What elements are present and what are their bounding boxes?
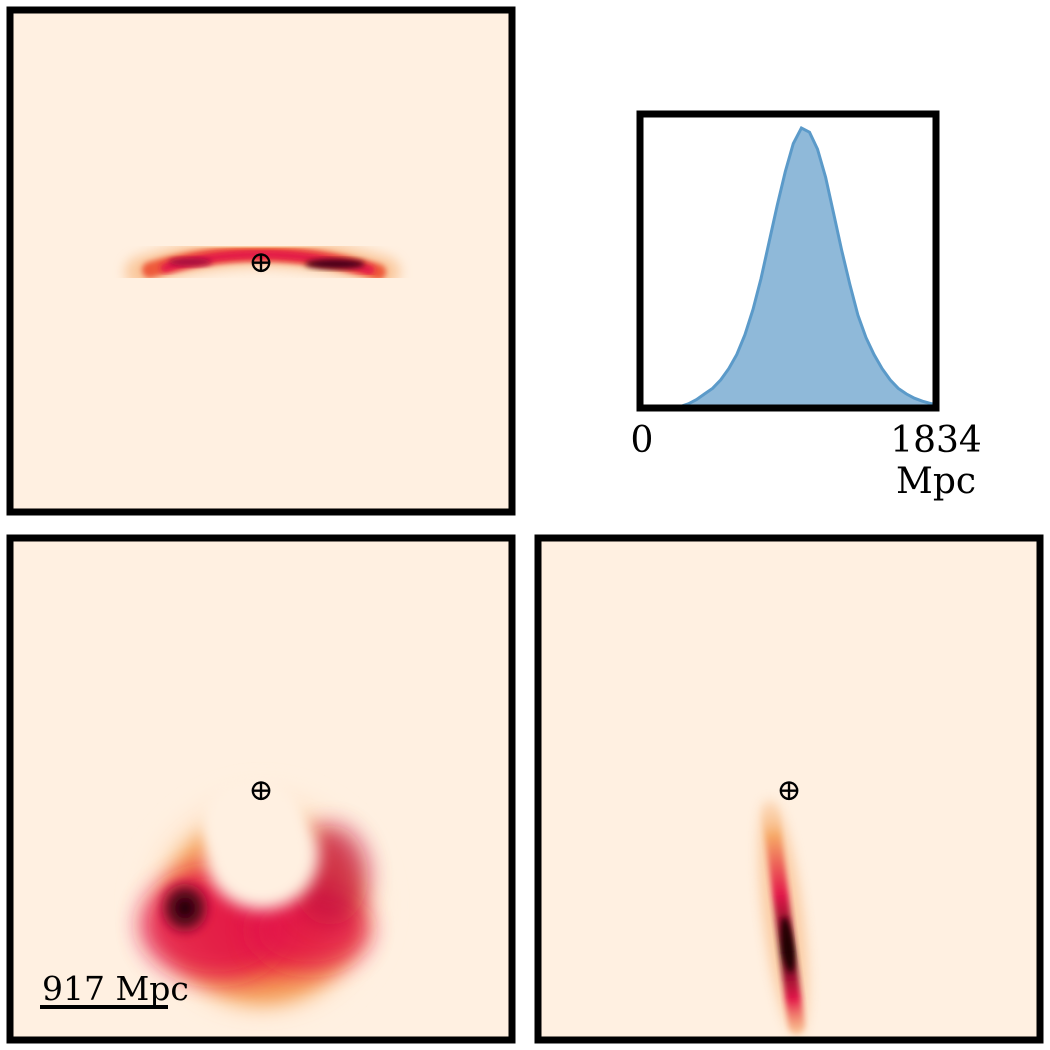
distance-distribution-chart: 0 1834 Mpc xyxy=(631,110,982,502)
probability-arc-top-left xyxy=(125,237,400,287)
distance-plot-frame xyxy=(636,110,940,412)
x-unit-label: Mpc xyxy=(896,461,976,502)
earth-icon: ⊕ xyxy=(248,245,273,280)
scale-bar: 917 Mpc xyxy=(40,969,189,1009)
panel-bottom-left: ⊕ 917 Mpc xyxy=(6,534,516,1044)
distance-density-area xyxy=(640,128,936,408)
scale-bar-label: 917 Mpc xyxy=(42,969,189,1008)
panel-bottom-right-frame xyxy=(534,534,1044,1044)
x-tick-min-label: 0 xyxy=(631,420,654,461)
probability-blob-bottom-left xyxy=(122,770,402,1040)
earth-icon: ⊕ xyxy=(776,773,801,808)
panel-bottom-right: ⊕ xyxy=(534,534,1044,1044)
probability-streak-bottom-right xyxy=(758,800,808,1036)
x-tick-max-label: 1834 xyxy=(890,420,982,461)
earth-icon: ⊕ xyxy=(248,773,273,808)
panel-top-left: ⊕ xyxy=(6,6,516,516)
panel-bottom-left-frame xyxy=(6,534,516,1044)
panel-top-left-frame xyxy=(6,6,516,516)
distance-density-line xyxy=(640,125,937,410)
